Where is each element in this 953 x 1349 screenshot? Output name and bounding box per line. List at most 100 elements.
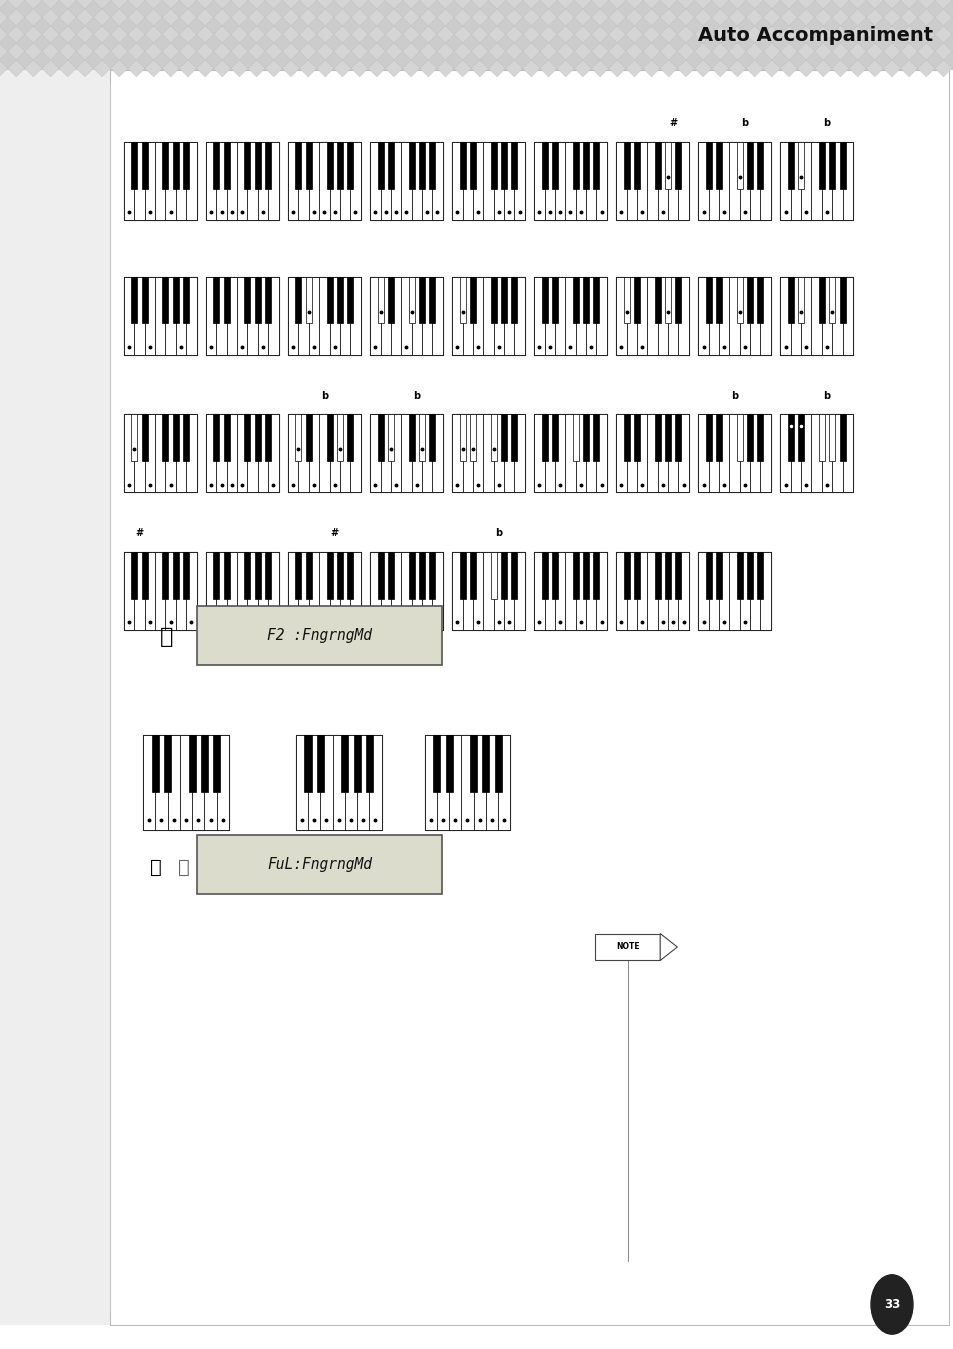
Bar: [575, 277, 585, 355]
Bar: [370, 142, 442, 220]
Bar: [369, 735, 381, 830]
Bar: [206, 277, 216, 355]
Bar: [172, 414, 178, 461]
Bar: [288, 552, 360, 630]
Polygon shape: [419, 26, 436, 43]
Bar: [401, 414, 411, 492]
Bar: [616, 552, 626, 630]
Bar: [818, 142, 824, 189]
Bar: [811, 142, 821, 220]
Bar: [483, 277, 493, 355]
Polygon shape: [196, 59, 213, 77]
Bar: [309, 142, 319, 220]
Bar: [544, 277, 555, 355]
Polygon shape: [539, 9, 557, 26]
Bar: [432, 414, 442, 492]
Polygon shape: [179, 43, 196, 59]
Bar: [124, 277, 196, 355]
Bar: [698, 277, 708, 355]
Bar: [500, 552, 506, 599]
Bar: [555, 552, 565, 630]
Bar: [288, 142, 298, 220]
Bar: [534, 142, 606, 220]
Bar: [110, 70, 948, 1325]
Polygon shape: [882, 9, 900, 26]
Polygon shape: [248, 26, 265, 43]
Bar: [370, 277, 442, 355]
Bar: [736, 277, 742, 324]
Polygon shape: [179, 59, 196, 77]
Polygon shape: [900, 0, 917, 9]
Bar: [247, 552, 257, 630]
Polygon shape: [128, 59, 145, 77]
Polygon shape: [814, 9, 831, 26]
Bar: [388, 414, 394, 461]
Polygon shape: [402, 59, 419, 77]
Bar: [295, 735, 381, 830]
Bar: [172, 142, 178, 189]
Bar: [514, 414, 524, 492]
Bar: [306, 552, 312, 599]
Bar: [124, 142, 134, 220]
Polygon shape: [385, 59, 402, 77]
Bar: [716, 552, 721, 599]
Polygon shape: [231, 9, 248, 26]
Bar: [736, 552, 742, 599]
Bar: [452, 552, 524, 630]
Polygon shape: [59, 9, 76, 26]
Polygon shape: [454, 0, 471, 9]
Polygon shape: [608, 0, 625, 9]
Bar: [449, 735, 461, 830]
Polygon shape: [505, 43, 522, 59]
Bar: [719, 552, 729, 630]
Polygon shape: [385, 43, 402, 59]
Bar: [365, 735, 373, 792]
Polygon shape: [608, 26, 625, 43]
Polygon shape: [145, 59, 162, 77]
Polygon shape: [351, 26, 368, 43]
Polygon shape: [471, 59, 488, 77]
Polygon shape: [93, 9, 111, 26]
Bar: [265, 414, 271, 461]
Polygon shape: [299, 0, 316, 9]
Bar: [206, 277, 278, 355]
Polygon shape: [282, 0, 299, 9]
Bar: [350, 142, 360, 220]
Bar: [339, 414, 350, 492]
Bar: [572, 552, 578, 599]
Polygon shape: [59, 43, 76, 59]
Bar: [408, 277, 415, 324]
Bar: [268, 414, 278, 492]
Polygon shape: [368, 9, 385, 26]
Bar: [828, 277, 834, 324]
Polygon shape: [591, 26, 608, 43]
Bar: [432, 552, 442, 630]
Bar: [288, 552, 298, 630]
Bar: [288, 414, 360, 492]
Polygon shape: [111, 26, 128, 43]
Bar: [616, 142, 626, 220]
Bar: [186, 142, 196, 220]
Polygon shape: [728, 26, 745, 43]
Bar: [380, 142, 391, 220]
Bar: [596, 414, 606, 492]
Bar: [309, 414, 319, 492]
Bar: [244, 414, 251, 461]
Polygon shape: [900, 59, 917, 77]
Bar: [336, 277, 342, 324]
Bar: [145, 277, 155, 355]
Polygon shape: [728, 0, 745, 9]
Bar: [818, 277, 824, 324]
Bar: [500, 142, 506, 189]
Bar: [142, 277, 148, 324]
Bar: [582, 414, 588, 461]
Bar: [295, 414, 301, 461]
FancyBboxPatch shape: [197, 606, 441, 665]
Polygon shape: [625, 59, 642, 77]
Bar: [462, 142, 473, 220]
Bar: [667, 277, 678, 355]
Bar: [216, 277, 227, 355]
Polygon shape: [213, 26, 231, 43]
Bar: [787, 142, 793, 189]
Bar: [719, 277, 729, 355]
